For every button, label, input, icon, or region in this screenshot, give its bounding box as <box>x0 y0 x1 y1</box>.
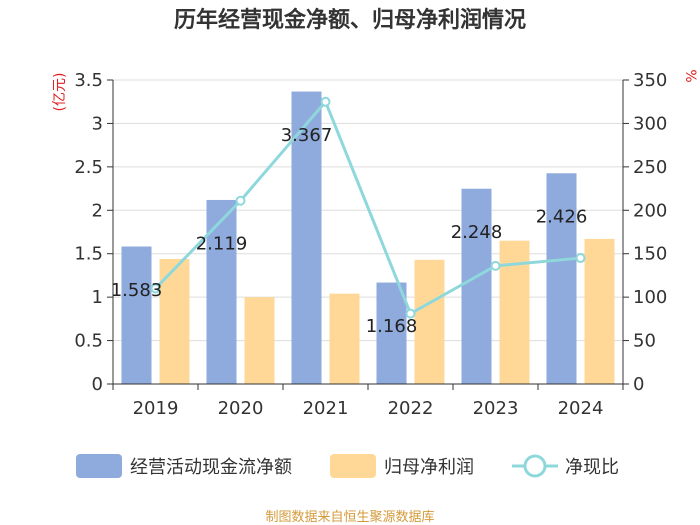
right-axis-unit: % <box>682 69 698 82</box>
data-label: 1.583 <box>111 280 163 301</box>
left-tick-label: 0 <box>92 374 103 395</box>
legend: 经营活动现金流净额 归母净利润 净现比 <box>76 454 619 478</box>
right-tick-label: 150 <box>633 244 667 265</box>
legend-label: 归母净利润 <box>384 457 474 478</box>
gridlines <box>113 79 623 342</box>
data-label: 2.426 <box>536 207 588 228</box>
ratio-point <box>320 96 331 107</box>
data-label: 3.367 <box>281 125 333 146</box>
right-tick-label: 250 <box>633 157 667 178</box>
bar-cashflow <box>206 199 237 384</box>
legend-label: 经营活动现金流净额 <box>130 457 292 478</box>
bar-profit <box>584 238 615 384</box>
bar-cashflow <box>376 282 407 384</box>
ratio-point <box>575 253 586 264</box>
right-tick-label: 200 <box>633 200 667 221</box>
axes: 0 0.5 1 1.5 2 2.5 3 3.5 0 50 100 150 200 250 300 350 201… <box>52 69 698 419</box>
left-tick-label: 3 <box>92 113 103 134</box>
chart-title: 历年经营现金净额、归母净利润情况 <box>174 7 526 33</box>
x-tick-label: 2019 <box>133 398 179 419</box>
bar-cashflow <box>546 173 577 384</box>
legend-marker <box>523 454 547 478</box>
ratio-point <box>490 260 501 271</box>
data-labels: 1.583 2.119 3.367 1.168 2.248 2.426 <box>111 125 588 337</box>
left-tick-label: 2 <box>92 200 103 221</box>
bars <box>121 91 615 384</box>
left-tick-label: 2.5 <box>74 157 103 178</box>
right-tick-label: 0 <box>633 374 644 395</box>
ratio-point <box>150 283 161 294</box>
source-note: 制图数据来自恒生聚源数据库 <box>265 509 434 525</box>
ratio-point <box>235 195 246 206</box>
x-tick-label: 2024 <box>558 398 604 419</box>
right-tick-label: 50 <box>633 331 656 352</box>
legend-swatch <box>76 454 122 478</box>
bar-profit <box>414 259 445 384</box>
ratio-point <box>405 308 416 319</box>
left-tick-label: 1 <box>92 287 103 308</box>
data-label: 2.248 <box>451 222 503 243</box>
left-tick-label: 1.5 <box>74 244 103 265</box>
bar-cashflow <box>291 91 322 384</box>
left-axis-unit: (亿元) <box>52 73 68 112</box>
x-tick-label: 2022 <box>388 398 434 419</box>
x-tick-label: 2021 <box>303 398 349 419</box>
ratio-line-path <box>154 98 581 316</box>
legend-label: 净现比 <box>565 457 619 478</box>
right-tick-label: 350 <box>633 70 667 91</box>
left-tick-label: 0.5 <box>74 331 103 352</box>
bar-cashflow <box>121 246 152 384</box>
right-tick-label: 300 <box>633 113 667 134</box>
legend-swatch <box>330 454 376 478</box>
left-tick-label: 3.5 <box>74 70 103 91</box>
bar-profit <box>244 297 275 384</box>
bar-profit <box>329 293 360 384</box>
x-tick-label: 2023 <box>473 398 519 419</box>
data-label: 1.168 <box>366 316 418 337</box>
data-label: 2.119 <box>196 233 248 254</box>
x-tick-label: 2020 <box>218 398 264 419</box>
right-tick-label: 100 <box>633 287 667 308</box>
ratio-line <box>150 96 586 319</box>
bar-cashflow <box>461 188 492 384</box>
